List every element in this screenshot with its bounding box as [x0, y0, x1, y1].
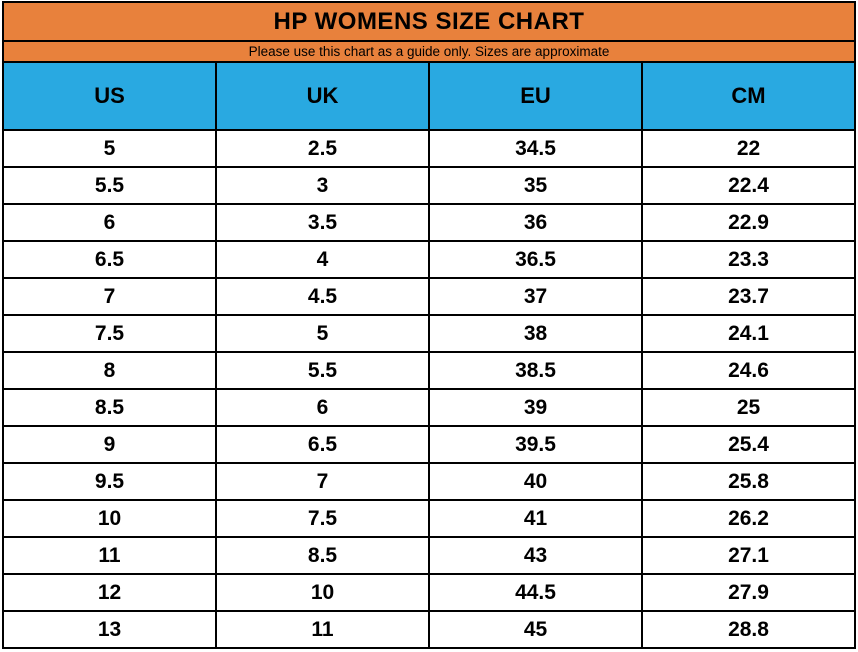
us-cell: 10	[2, 499, 217, 538]
eu-cell: 36	[428, 203, 643, 242]
uk-cell: 7	[215, 462, 430, 501]
eu-cell: 45	[428, 610, 643, 649]
uk-cell: 7.5	[215, 499, 430, 538]
us-cell: 9.5	[2, 462, 217, 501]
eu-cell: 38.5	[428, 351, 643, 390]
uk-cell: 11	[215, 610, 430, 649]
us-cell: 8	[2, 351, 217, 390]
eu-cell: 40	[428, 462, 643, 501]
us-cell: 12	[2, 573, 217, 612]
eu-cell: 37	[428, 277, 643, 316]
size-row: 8 5.5 38.5 24.6	[2, 351, 856, 390]
cm-cell: 24.1	[641, 314, 856, 353]
us-cell: 6	[2, 203, 217, 242]
us-cell: 11	[2, 536, 217, 575]
eu-cell: 38	[428, 314, 643, 353]
uk-cell: 6	[215, 388, 430, 427]
column-header-uk: UK	[215, 61, 430, 131]
cm-cell: 26.2	[641, 499, 856, 538]
eu-cell: 35	[428, 166, 643, 205]
chart-title: HP WOMENS SIZE CHART	[2, 1, 856, 42]
size-row: 8.5 6 39 25	[2, 388, 856, 427]
chart-subtitle: Please use this chart as a guide only. S…	[2, 40, 856, 63]
cm-cell: 27.1	[641, 536, 856, 575]
eu-cell: 36.5	[428, 240, 643, 279]
cm-cell: 22	[641, 129, 856, 168]
us-cell: 7.5	[2, 314, 217, 353]
cm-cell: 28.8	[641, 610, 856, 649]
size-row: 13 11 45 28.8	[2, 610, 856, 649]
uk-cell: 3.5	[215, 203, 430, 242]
eu-cell: 41	[428, 499, 643, 538]
us-cell: 5	[2, 129, 217, 168]
size-row: 6 3.5 36 22.9	[2, 203, 856, 242]
eu-cell: 39.5	[428, 425, 643, 464]
uk-cell: 10	[215, 573, 430, 612]
size-row: 5.5 3 35 22.4	[2, 166, 856, 205]
eu-cell: 44.5	[428, 573, 643, 612]
us-cell: 6.5	[2, 240, 217, 279]
us-cell: 5.5	[2, 166, 217, 205]
eu-cell: 34.5	[428, 129, 643, 168]
eu-cell: 39	[428, 388, 643, 427]
uk-cell: 3	[215, 166, 430, 205]
size-row: 10 7.5 41 26.2	[2, 499, 856, 538]
size-row: 7.5 5 38 24.1	[2, 314, 856, 353]
column-header-row: US UK EU CM	[2, 61, 856, 131]
size-row: 12 10 44.5 27.9	[2, 573, 856, 612]
uk-cell: 4.5	[215, 277, 430, 316]
title-row: HP WOMENS SIZE CHART	[2, 1, 856, 42]
cm-cell: 22.9	[641, 203, 856, 242]
uk-cell: 2.5	[215, 129, 430, 168]
us-cell: 8.5	[2, 388, 217, 427]
cm-cell: 23.3	[641, 240, 856, 279]
column-header-us: US	[2, 61, 217, 131]
column-header-cm: CM	[641, 61, 856, 131]
uk-cell: 8.5	[215, 536, 430, 575]
cm-cell: 24.6	[641, 351, 856, 390]
cm-cell: 23.7	[641, 277, 856, 316]
cm-cell: 25.8	[641, 462, 856, 501]
uk-cell: 6.5	[215, 425, 430, 464]
uk-cell: 4	[215, 240, 430, 279]
cm-cell: 27.9	[641, 573, 856, 612]
size-row: 9.5 7 40 25.8	[2, 462, 856, 501]
us-cell: 13	[2, 610, 217, 649]
eu-cell: 43	[428, 536, 643, 575]
size-row: 5 2.5 34.5 22	[2, 129, 856, 168]
cm-cell: 22.4	[641, 166, 856, 205]
uk-cell: 5	[215, 314, 430, 353]
cm-cell: 25.4	[641, 425, 856, 464]
size-row: 9 6.5 39.5 25.4	[2, 425, 856, 464]
us-cell: 7	[2, 277, 217, 316]
size-row: 7 4.5 37 23.7	[2, 277, 856, 316]
subtitle-row: Please use this chart as a guide only. S…	[2, 40, 856, 63]
column-header-eu: EU	[428, 61, 643, 131]
cm-cell: 25	[641, 388, 856, 427]
uk-cell: 5.5	[215, 351, 430, 390]
size-row: 6.5 4 36.5 23.3	[2, 240, 856, 279]
size-row: 11 8.5 43 27.1	[2, 536, 856, 575]
us-cell: 9	[2, 425, 217, 464]
